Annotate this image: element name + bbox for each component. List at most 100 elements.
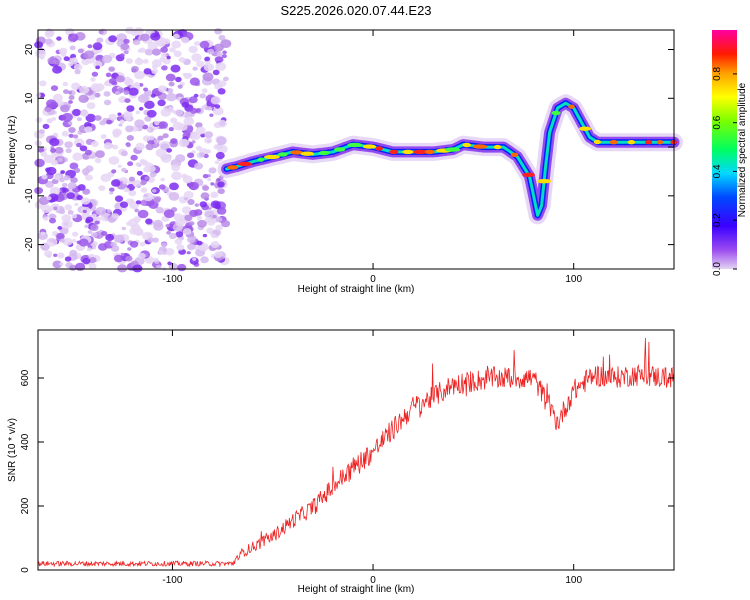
ridge-peak: [402, 149, 414, 155]
noise-blob: [67, 210, 74, 215]
noise-blob: [40, 231, 46, 236]
noise-blob: [166, 148, 173, 153]
noise-blob: [126, 135, 134, 141]
noise-blob: [79, 145, 88, 152]
noise-blob: [82, 209, 87, 214]
ridge-peak: [656, 140, 664, 145]
snr-x-ticks: -100 0 100: [162, 330, 582, 586]
noise-blob: [68, 133, 74, 138]
noise-blob: [39, 129, 45, 134]
colorbar-tick-label: 0.2: [712, 213, 723, 227]
noise-blob: [96, 37, 104, 43]
spectrogram-frame: [37, 29, 675, 270]
noise-blob: [175, 218, 186, 227]
noise-blob: [153, 197, 161, 203]
noise-blob: [166, 230, 172, 235]
noise-blob: [114, 91, 120, 96]
noise-blob: [68, 100, 73, 104]
noise-blob: [91, 71, 99, 77]
noise-blob: [140, 33, 150, 42]
noise-blob: [54, 174, 61, 181]
noise-blob: [174, 238, 183, 245]
noise-blob: [145, 218, 153, 225]
y-tick-label: 600: [20, 369, 31, 386]
noise-blob: [137, 94, 149, 103]
noise-blob: [217, 207, 227, 215]
noise-blob: [148, 135, 155, 141]
noise-blob: [177, 263, 187, 272]
noise-blob: [64, 141, 73, 149]
noise-blob: [204, 137, 213, 144]
noise-blob: [109, 191, 114, 195]
noise-blob: [201, 105, 207, 110]
noise-blob: [195, 122, 203, 128]
noise-blob: [127, 247, 132, 251]
noise-blob: [123, 90, 130, 95]
noise-blob: [71, 214, 78, 219]
noise-blob: [207, 48, 215, 55]
noise-blob: [67, 33, 79, 42]
noise-blob: [60, 170, 66, 174]
noise-blob: [125, 58, 133, 64]
noise-blob: [70, 177, 78, 184]
noise-blob: [82, 257, 91, 265]
noise-blob: [158, 85, 167, 93]
noise-blob: [87, 230, 93, 234]
noise-blob: [115, 75, 125, 83]
ridge-peak: [472, 144, 488, 149]
noise-blob: [168, 106, 174, 111]
noise-blob: [192, 66, 198, 71]
noise-blob: [187, 236, 196, 244]
noise-blob: [62, 237, 73, 246]
noise-blob: [57, 252, 65, 259]
x-tick-label: -100: [162, 575, 182, 586]
noise-blob: [95, 65, 100, 70]
noise-blob: [123, 187, 130, 193]
noise-blob: [221, 54, 227, 59]
noise-blob: [117, 264, 128, 273]
noise-blob: [90, 77, 96, 82]
noise-blob: [72, 152, 83, 161]
noise-blob: [91, 140, 99, 147]
noise-blob: [204, 210, 215, 219]
noise-blob: [61, 130, 69, 137]
noise-blob: [112, 132, 120, 138]
noise-blob: [217, 88, 226, 95]
noise-blob: [216, 51, 223, 57]
noise-blob: [120, 43, 130, 51]
noise-blob: [202, 233, 208, 238]
noise-blob: [190, 107, 198, 114]
noise-blob: [182, 175, 193, 184]
noise-blob: [141, 160, 149, 166]
noise-blob: [77, 184, 86, 191]
noise-blob: [58, 209, 66, 215]
noise-blob: [158, 250, 164, 255]
noise-blob: [151, 64, 158, 70]
y-tick-label: -10: [24, 188, 35, 203]
noise-blob: [214, 56, 224, 63]
noise-blob: [155, 206, 164, 214]
noise-blob: [49, 186, 61, 196]
noise-blob: [71, 82, 81, 90]
noise-blob: [220, 39, 232, 48]
noise-blob: [85, 216, 94, 223]
noise-blob: [53, 206, 58, 210]
noise-blob: [191, 133, 201, 140]
noise-blob: [46, 237, 58, 247]
noise-blob: [214, 104, 221, 109]
ridge-peak: [290, 150, 303, 155]
chart-title: S225.2026.020.07.44.E23: [280, 3, 431, 18]
noise-blob: [111, 169, 117, 174]
ridge-peak: [237, 161, 253, 167]
colorbar-gradient: [712, 30, 737, 269]
noise-blob: [157, 135, 164, 141]
noise-blob: [161, 65, 168, 71]
noise-blob: [158, 121, 168, 129]
noise-blob: [199, 40, 210, 49]
noise-blob: [139, 200, 147, 206]
noise-blob: [34, 41, 44, 49]
noise-blob: [166, 93, 177, 102]
noise-blob: [98, 185, 106, 192]
colorbar-label: Normalized spectral amplitude: [737, 82, 748, 217]
noise-blob: [123, 38, 130, 44]
